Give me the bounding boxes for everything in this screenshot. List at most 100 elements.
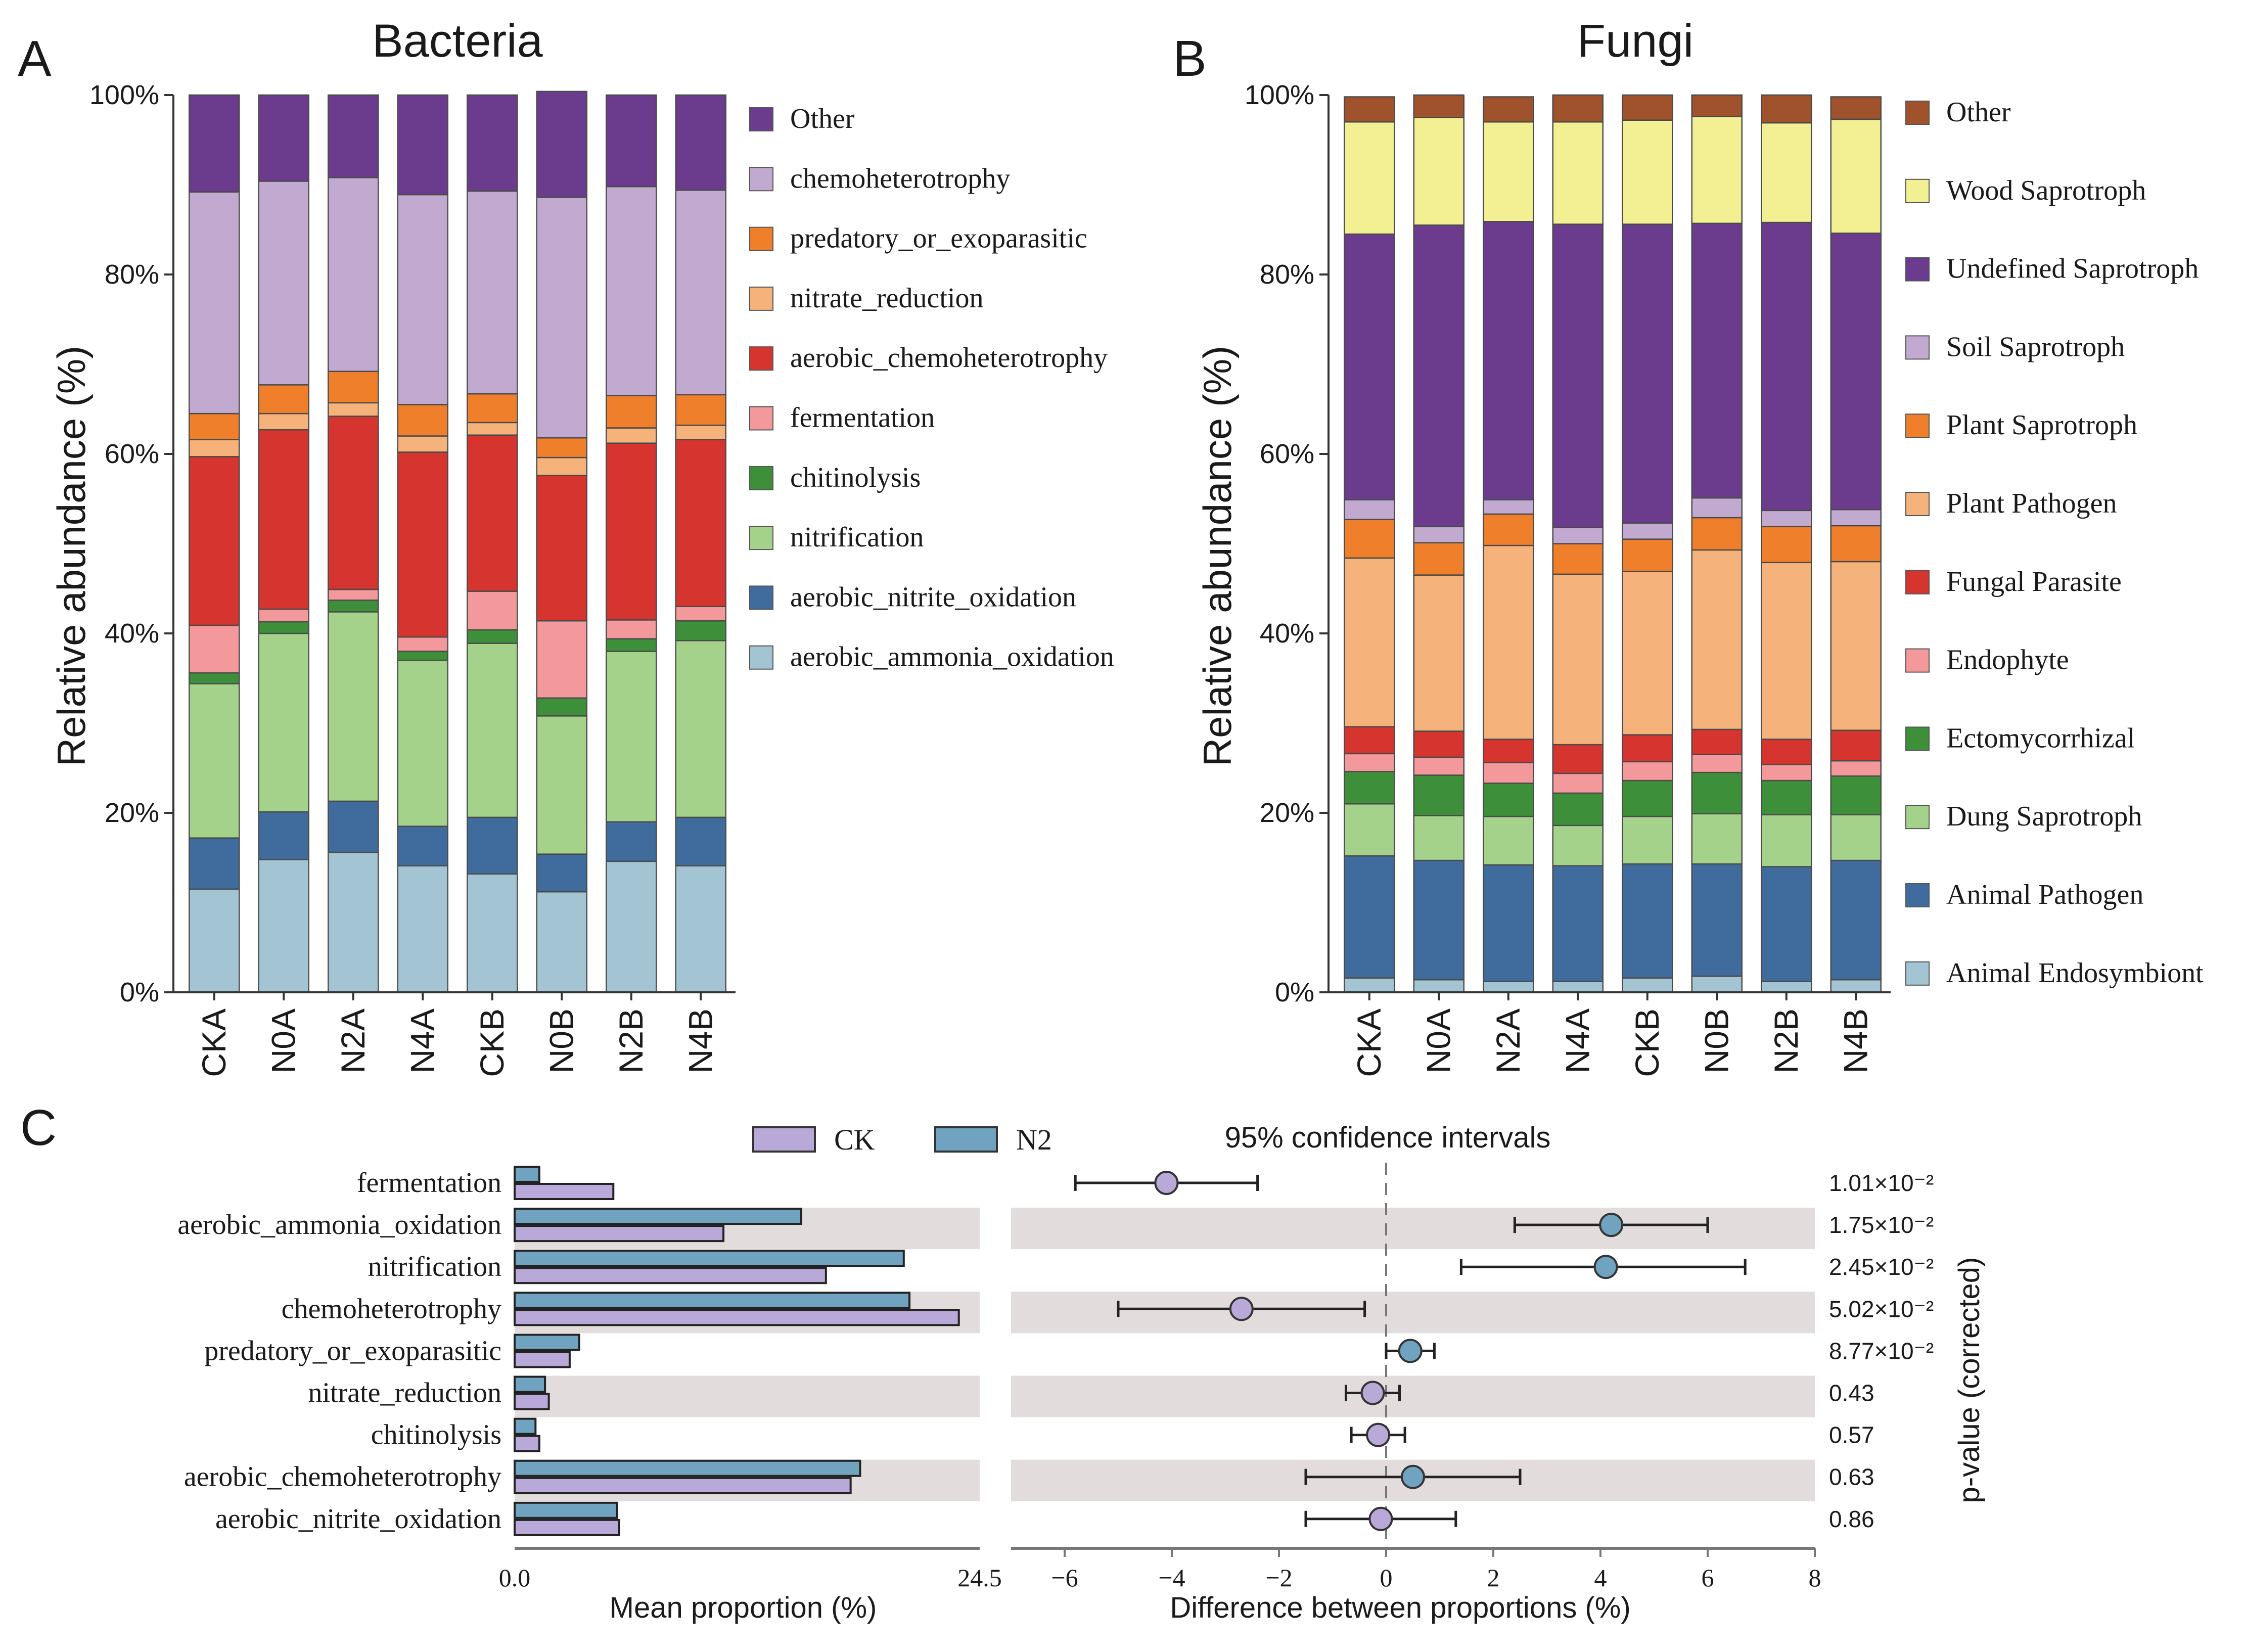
bacteria-bar-segment (258, 412, 309, 431)
n2-mean-bar (514, 1501, 618, 1519)
fungi-bar-segment (1691, 863, 1743, 977)
bacteria-bar-segment (258, 429, 309, 610)
fungi-bar-segment (1413, 574, 1464, 732)
fungi-bar-segment (1413, 774, 1464, 816)
fungi-bar-segment (1830, 118, 1882, 234)
panel-label-a: A (18, 30, 52, 87)
ck-mean-bar (514, 1435, 540, 1452)
bacteria-bar-segment (467, 393, 518, 424)
fungi-legend-swatch (1905, 805, 1930, 830)
row-shading (1011, 1292, 1815, 1334)
fungi-bar-segment (1413, 117, 1464, 226)
fungi-bar-segment (1622, 779, 1673, 817)
bacteria-bar-segment (189, 412, 240, 440)
p-value-label: 0.43 (1829, 1380, 1874, 1406)
n2-mean-bar (514, 1250, 905, 1267)
fungi-bar-segment (1622, 538, 1673, 572)
bacteria-bar-segment (467, 590, 518, 631)
fungi-y-tick-label: 0% (1275, 977, 1314, 1007)
ck-mean-bar (514, 1477, 852, 1494)
bacteria-y-tick-label: 80% (105, 259, 159, 290)
category-label: fermentation (357, 1167, 501, 1199)
fungi-bar-segment (1413, 526, 1464, 543)
fungi-bar-segment (1413, 756, 1464, 776)
category-label: predatory_or_exoparasitic (204, 1335, 501, 1366)
bacteria-bar-segment (397, 651, 448, 661)
category-label: aerobic_ammonia_oxidation (177, 1209, 501, 1241)
fungi-bar-segment (1344, 121, 1395, 235)
bacteria-bar-segment (467, 422, 518, 436)
ck-mean-bar (514, 1519, 620, 1536)
difference-point (1593, 1255, 1618, 1279)
bacteria-bar-segment (328, 588, 379, 601)
fungi-bar-segment (1691, 116, 1743, 224)
bacteria-bar-segment (328, 402, 379, 417)
fungi-legend-label: Plant Saprotroph (1946, 409, 2137, 441)
bacteria-bar-segment (536, 90, 587, 198)
bacteria-x-tick-label: N4A (403, 1008, 441, 1073)
row-shading (515, 1375, 980, 1417)
p-value-label: 0.57 (1829, 1422, 1874, 1448)
fungi-bar-segment (1413, 94, 1464, 118)
bacteria-legend-swatch (749, 286, 773, 311)
bacteria-bar-segment (258, 632, 309, 813)
fungi-legend-swatch (1905, 335, 1930, 360)
difference-tick-label: 2 (1487, 1564, 1500, 1592)
bacteria-bar-segment (606, 638, 657, 652)
bacteria-bar-segment (189, 456, 240, 626)
fungi-bar-segment (1483, 499, 1534, 515)
fungi-legend-label: Animal Endosymbiont (1946, 957, 2204, 989)
fungi-bar-segment (1552, 543, 1604, 575)
difference-tick-label: 8 (1809, 1564, 1821, 1592)
fungi-bar-segment (1691, 497, 1743, 519)
fungi-bar-segment (1761, 94, 1812, 124)
bacteria-bar-segment (397, 194, 448, 405)
bacteria-bar-segment (536, 697, 587, 717)
category-label: chemoheterotrophy (282, 1293, 501, 1324)
fungi-legend-label: Animal Pathogen (1946, 879, 2143, 910)
category-label: nitrification (368, 1251, 501, 1282)
fungi-bar-segment (1413, 730, 1464, 758)
fungi-bar-segment (1691, 222, 1743, 499)
fungi-bar-segment (1552, 865, 1604, 982)
mean-proportion-tick-label: 24.5 (957, 1564, 1002, 1592)
fungi-bar-segment (1552, 223, 1604, 528)
fungi-bar-segment (1344, 557, 1395, 727)
fungi-bar-segment (1830, 775, 1882, 815)
n2-mean-bar (514, 1334, 580, 1351)
fungi-bar-segment (1344, 519, 1395, 559)
fungi-bar-segment (1830, 509, 1882, 527)
fungi-bar-segment (1830, 814, 1882, 861)
fungi-bar-segment (1552, 981, 1604, 993)
fungi-bar-segment (1483, 513, 1534, 546)
bacteria-x-tick-label: N0B (542, 1008, 580, 1073)
ci-title: 95% confidence intervals (1225, 1121, 1551, 1154)
bacteria-bar-segment (397, 825, 448, 866)
bacteria-bar-segment (397, 404, 448, 437)
bacteria-bar-segment (467, 434, 518, 592)
category-label: nitrate_reduction (308, 1378, 501, 1409)
fungi-y-axis-label: Relative abundance (%) (1195, 346, 1240, 766)
difference-tick-label: −6 (1051, 1564, 1078, 1592)
fungi-legend-label: Ectomycorrhizal (1946, 722, 2135, 754)
bacteria-bar-segment (536, 891, 587, 993)
fungi-bar-segment (1691, 517, 1743, 551)
bacteria-bar-segment (675, 639, 726, 818)
ck-mean-bar (514, 1309, 960, 1326)
fungi-bar-segment (1483, 544, 1534, 740)
mean-proportion-tick-label: 0.0 (499, 1564, 531, 1592)
p-value-label: 1.75×10⁻² (1829, 1212, 1934, 1238)
bacteria-legend-swatch (749, 406, 773, 431)
fungi-bar-segment (1691, 94, 1743, 117)
extended-error-bar-plot: 95% confidence intervals Mean proportion… (177, 1121, 1986, 1624)
difference-tick-label: 6 (1702, 1564, 1714, 1592)
bacteria-bar-segment (606, 395, 657, 429)
fungi-bar-segment (1622, 761, 1673, 782)
bacteria-legend-label: predatory_or_exoparasitic (790, 223, 1087, 254)
fungi-stacked-bar-chart: Fungi Relative abundance (%) CKA N0A N2A N4… (1195, 15, 2204, 1077)
fungi-bar-segment (1691, 754, 1743, 773)
bacteria-bar-segment (258, 608, 309, 623)
bacteria-x-tick-label: CKA (195, 1008, 233, 1077)
ck-mean-bar (514, 1393, 550, 1410)
